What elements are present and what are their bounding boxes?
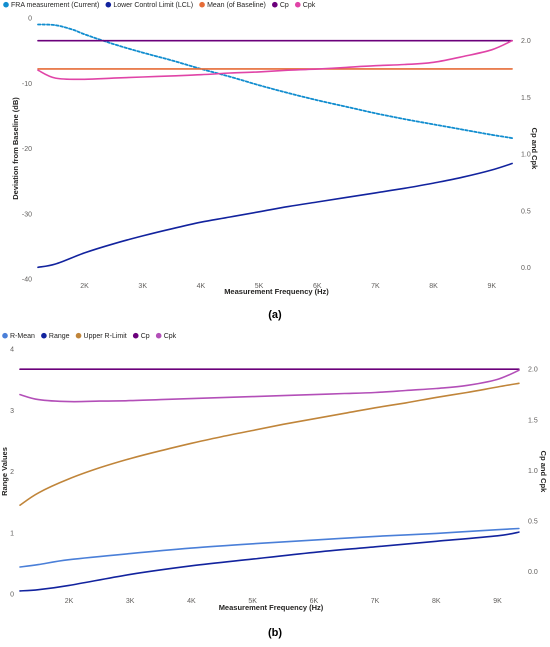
y-tick-label: 3 [10,408,14,415]
legend-marker [294,1,301,8]
legend-entry: FRA measurement (Current) [11,2,99,9]
y-tick-label: 1 [10,530,14,537]
y-tick-label: -10 [22,81,32,88]
y-axis-title: Range Values [0,447,9,496]
x-tick-label: 6K [310,598,319,605]
y2-tick-label: 0.0 [528,569,538,576]
y-tick-label: 2 [10,469,14,476]
y2-axis-title: Cp and Cpk [539,451,548,493]
x-tick-label: 3K [138,283,147,290]
chart-1: 0 -10 -20 -30 -40 2.0 1.5 1.0 0.5 0.0 2K 3K 4K 5K 6K 7K… [3,1,539,321]
legend-marker [155,332,162,339]
legend-marker [199,1,205,8]
y-tick-label: -40 [22,277,32,284]
y-axis-title: Deviation from Baseline (dB) [11,97,20,200]
series-line-lower-control-limit-lcl- [37,162,513,269]
x-tick-label: 7K [371,598,380,605]
x-tick-label: 2K [65,598,74,605]
legend-entry: Range [49,333,70,340]
series-line-range [19,531,520,592]
y2-tick-label: 0.5 [521,208,531,215]
x-tick-label: 9K [493,598,502,605]
chart-2: 4 3 2 1 0 2.0 1.5 1.0 0.5 0.0 2K 3K 4K 5K 6K 7K 8K 9K Meas… [0,332,548,639]
y-tick-label: -20 [22,146,32,153]
x-tick-label: 7K [371,283,380,290]
y2-tick-label: 1.0 [528,468,538,475]
legend-entry: Cpk [303,2,316,9]
y2-tick-label: 1.5 [528,417,538,424]
y2-tick-label: 0.0 [521,265,531,272]
legend: FRA measurement (Current) Lower Control L… [3,1,316,9]
y2-tick-label: 1.0 [521,152,531,159]
x-tick-label: 9K [487,283,496,290]
series-line-cpk [19,369,520,403]
x-axis-title: Measurement Frequency (Hz) [224,287,329,296]
legend-marker [3,1,9,8]
x-tick-label: 8K [432,598,441,605]
legend-marker [132,332,139,339]
legend-marker [2,332,8,339]
legend-entry: Cpk [164,333,177,340]
y2-axis-title: Cp and Cpk [530,128,539,170]
figure-caption: (b) [268,627,282,639]
series-line-cpk [37,39,513,81]
x-tick-label: 5K [248,598,257,605]
legend-entry: Cp [141,333,150,340]
y-tick-label: 0 [10,592,14,599]
y2-tick-label: 2.0 [521,38,531,45]
series-line-fra-measurement-current- [37,23,513,139]
y-tick-label: 4 [10,347,14,354]
y2-tick-label: 1.5 [521,95,531,102]
y-tick-label: 0 [28,16,32,23]
y2-tick-label: 2.0 [528,367,538,374]
legend-marker [41,332,47,339]
x-tick-label: 4K [197,283,206,290]
legend-marker [75,332,82,339]
legend-entry: Cp [280,2,289,9]
legend-entry: Lower Control Limit (LCL) [113,2,193,9]
series-line-r-mean [19,527,520,568]
x-tick-label: 5K [255,283,264,290]
x-tick-label: 6K [313,283,322,290]
x-tick-label: 4K [187,598,196,605]
x-tick-label: 2K [80,283,89,290]
figure-caption: (a) [268,309,282,321]
x-axis-title: Measurement Frequency (Hz) [219,603,324,612]
x-tick-label: 8K [429,283,438,290]
series-line-upper-r-limit [19,382,520,506]
x-tick-label: 3K [126,598,135,605]
y2-tick-label: 0.5 [528,519,538,526]
legend-entry: R-Mean [10,333,35,340]
y-tick-label: -30 [22,211,32,218]
legend-marker [272,1,278,8]
legend-entry: Mean (of Baseline) [207,2,266,9]
legend-marker [105,1,112,8]
legend: R-Mean Range Upper R-Limit Cp Cpk [2,332,177,340]
legend-entry: Upper R-Limit [84,333,127,340]
